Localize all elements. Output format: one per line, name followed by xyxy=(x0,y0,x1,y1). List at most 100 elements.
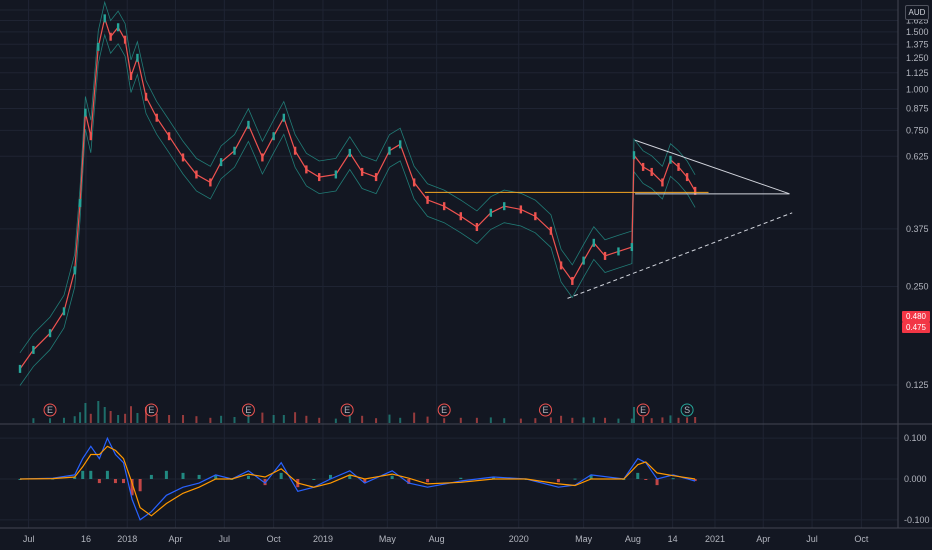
price-candle xyxy=(73,266,76,275)
earnings-marker-label: E xyxy=(543,405,549,415)
macd-histogram-bar xyxy=(589,474,593,479)
trendline-upper xyxy=(634,139,790,195)
macd-histogram-bar xyxy=(573,478,577,480)
x-tick-label: Aug xyxy=(625,534,641,544)
price-candle xyxy=(693,186,697,195)
price-candle xyxy=(519,205,523,214)
price-candle xyxy=(97,42,100,51)
y-tick-label: 1.125 xyxy=(906,68,929,78)
volume-bar xyxy=(109,411,112,423)
volume-bar xyxy=(84,403,87,423)
price-candle xyxy=(549,226,553,235)
volume-bar xyxy=(426,416,429,423)
price-candle xyxy=(412,178,416,187)
volume-bar xyxy=(694,417,697,423)
earnings-marker xyxy=(144,403,158,417)
volume-bar xyxy=(549,417,552,423)
earnings-marker-label: E xyxy=(344,405,350,415)
volume-bar xyxy=(130,406,133,423)
price-candle xyxy=(571,276,574,285)
price-candle xyxy=(685,173,689,182)
price-candle xyxy=(677,162,680,171)
price-candle xyxy=(155,113,158,122)
macd-histogram-bar xyxy=(644,479,648,480)
last-price-label: 0.480 xyxy=(902,311,930,322)
volume-bar xyxy=(182,415,185,423)
price-candle xyxy=(78,198,82,207)
price-candle xyxy=(388,146,391,155)
price-candle xyxy=(219,158,223,167)
macd-histogram-bar xyxy=(671,478,675,480)
volume-bar xyxy=(318,417,321,423)
volume-bar xyxy=(97,401,100,423)
price-candle xyxy=(582,256,585,265)
macd-histogram-bar xyxy=(149,474,153,479)
support-trendline xyxy=(567,212,793,299)
x-tick-label: May xyxy=(379,534,397,544)
price-candle xyxy=(559,261,563,270)
volume-bar xyxy=(145,407,148,423)
price-candle xyxy=(195,170,198,179)
macd-histogram-bar xyxy=(328,474,332,479)
price-candle xyxy=(534,212,537,221)
price-candle xyxy=(617,247,620,256)
macd-histogram-bar xyxy=(459,477,463,479)
price-candle xyxy=(669,155,672,164)
volume-bar xyxy=(413,412,416,423)
y-tick-label: 0.000 xyxy=(904,474,927,484)
price-candle xyxy=(261,153,264,162)
volume-bar xyxy=(459,417,462,423)
macd-histogram-bar xyxy=(492,476,496,479)
earnings-marker xyxy=(340,403,354,417)
volume-bar xyxy=(617,418,620,423)
y-tick-label: 0.250 xyxy=(906,282,929,292)
earnings-marker xyxy=(437,403,451,417)
y-tick-label: 0.625 xyxy=(906,151,929,161)
y-tick-label: 0.100 xyxy=(904,433,927,443)
x-tick-label: 2020 xyxy=(509,534,529,544)
volume-bar xyxy=(361,415,364,423)
macd-histogram-bar xyxy=(246,475,250,479)
volume-bar xyxy=(261,412,264,423)
x-tick-label: May xyxy=(575,534,593,544)
price-candle xyxy=(661,178,664,187)
macd-histogram-bar xyxy=(105,470,109,479)
price-candle xyxy=(116,23,120,32)
split-marker xyxy=(680,403,694,417)
volume-bar xyxy=(79,412,82,423)
x-tick-label: 2018 xyxy=(117,534,137,544)
signal-line xyxy=(19,445,696,517)
x-tick-label: 16 xyxy=(81,534,91,544)
currency-button[interactable]: AUD xyxy=(905,5,929,20)
volume-bar xyxy=(305,415,308,423)
price-candle xyxy=(18,364,22,373)
volume-bar xyxy=(475,417,478,423)
price-candle xyxy=(233,146,236,155)
volume-bar xyxy=(103,407,106,423)
y-tick-label: 1.500 xyxy=(906,27,929,37)
volume-bar xyxy=(195,416,198,423)
volume-bar xyxy=(62,417,65,423)
y-tick-label: -0.100 xyxy=(904,515,930,525)
volume-bar xyxy=(348,415,351,423)
volume-bar xyxy=(89,413,92,423)
volume-bar xyxy=(247,413,250,423)
price-candle xyxy=(109,32,112,41)
earnings-marker xyxy=(539,403,553,417)
macd-histogram-bar xyxy=(390,475,394,479)
x-tick-label: Jul xyxy=(806,534,818,544)
macd-histogram-bar xyxy=(18,479,22,480)
price-candle xyxy=(374,173,378,182)
price-candle xyxy=(272,132,275,141)
volume-bar xyxy=(220,415,223,423)
band-upper xyxy=(19,0,696,354)
price-candle xyxy=(123,35,127,44)
prev-price-label: 0.475 xyxy=(902,322,930,333)
macd-histogram-bar xyxy=(655,479,659,486)
volume-bar xyxy=(633,407,636,423)
y-tick-label: 1.375 xyxy=(906,39,929,49)
price-candle xyxy=(48,329,52,338)
price-candle xyxy=(318,173,321,182)
earnings-marker-label: E xyxy=(245,405,251,415)
